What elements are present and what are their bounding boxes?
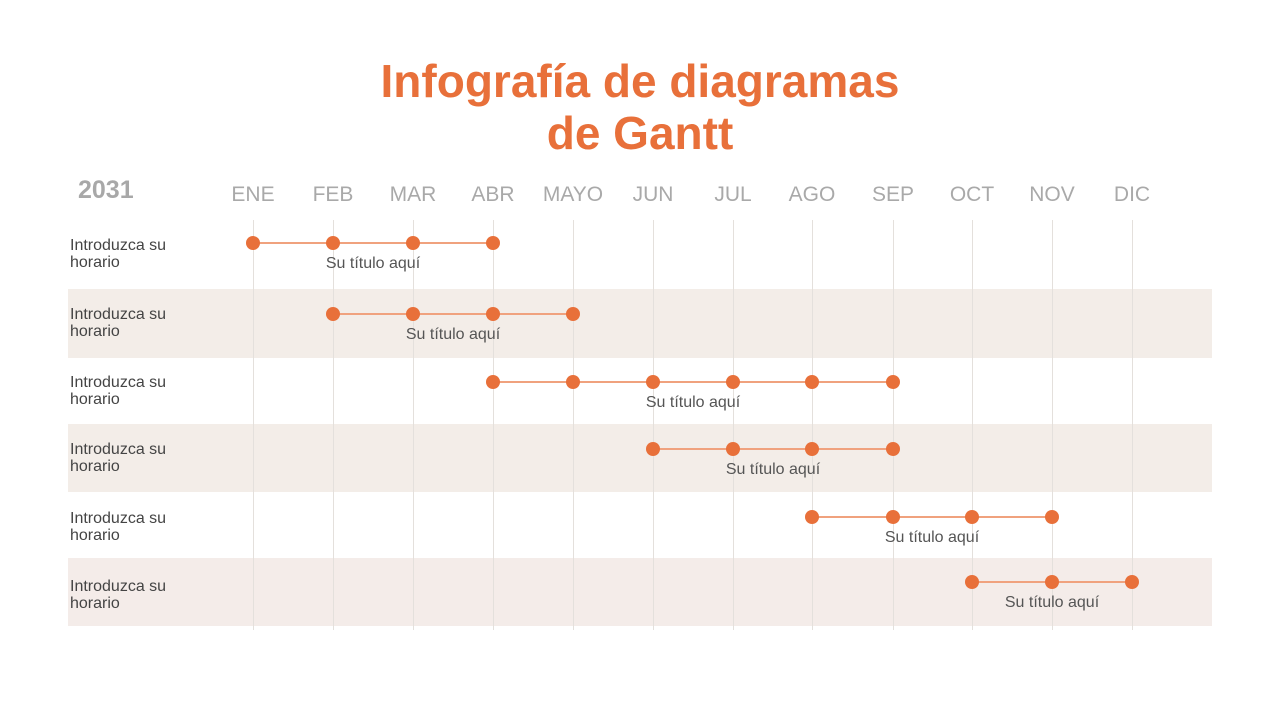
- gridline-mayo: [573, 220, 574, 630]
- month-label-jul: JUL: [714, 183, 752, 206]
- task-title-2: Su título aquí: [405, 326, 501, 343]
- title-line-1: Infografía de diagramas: [380, 55, 900, 107]
- row-band-1: [68, 220, 1212, 289]
- task-title-4: Su título aquí: [725, 461, 821, 478]
- gridline-nov: [1052, 220, 1053, 630]
- row-label-4: Introduzca su horario: [70, 441, 167, 475]
- milestone-dot[interactable]: [965, 510, 979, 524]
- task-bar-4[interactable]: [653, 448, 893, 450]
- milestone-dot[interactable]: [805, 510, 819, 524]
- row-band-5: [68, 492, 1212, 558]
- task-title-5: Su título aquí: [884, 529, 980, 546]
- month-label-ene: ENE: [231, 183, 275, 206]
- task-bar-3[interactable]: [493, 381, 893, 383]
- row-label-6: Introduzca su horario: [70, 578, 167, 612]
- month-label-mar: MAR: [389, 183, 437, 206]
- milestone-dot[interactable]: [1045, 510, 1059, 524]
- month-label-feb: FEB: [312, 183, 354, 206]
- milestone-dot[interactable]: [246, 236, 260, 250]
- gridline-ene: [253, 220, 254, 630]
- title-line-2: de Gantt: [546, 107, 734, 159]
- gridline-dic: [1132, 220, 1133, 630]
- milestone-dot[interactable]: [886, 442, 900, 456]
- task-title-1: Su título aquí: [325, 255, 421, 272]
- gridline-jun: [653, 220, 654, 630]
- milestone-dot[interactable]: [566, 307, 580, 321]
- milestone-dot[interactable]: [886, 375, 900, 389]
- row-band-3: [68, 358, 1212, 424]
- row-band-6: [68, 558, 1212, 626]
- milestone-dot[interactable]: [326, 307, 340, 321]
- row-label-2: Introduzca su horario: [70, 306, 167, 340]
- milestone-dot[interactable]: [1045, 575, 1059, 589]
- milestone-dot[interactable]: [406, 236, 420, 250]
- month-label-nov: NOV: [1029, 183, 1075, 206]
- milestone-dot[interactable]: [886, 510, 900, 524]
- month-label-jun: JUN: [632, 183, 674, 206]
- row-band-4: [68, 424, 1212, 492]
- milestone-dot[interactable]: [805, 375, 819, 389]
- gridline-sep: [893, 220, 894, 630]
- month-label-dic: DIC: [1113, 183, 1151, 206]
- gridline-ago: [812, 220, 813, 630]
- milestone-dot[interactable]: [326, 236, 340, 250]
- month-label-abr: ABR: [471, 183, 515, 206]
- milestone-dot[interactable]: [406, 307, 420, 321]
- milestone-dot[interactable]: [646, 375, 660, 389]
- gridline-oct: [972, 220, 973, 630]
- month-label-ago: AGO: [788, 183, 836, 206]
- milestone-dot[interactable]: [566, 375, 580, 389]
- task-title-3: Su título aquí: [645, 394, 741, 411]
- milestone-dot[interactable]: [726, 442, 740, 456]
- milestone-dot[interactable]: [486, 375, 500, 389]
- milestone-dot[interactable]: [486, 236, 500, 250]
- gridline-mar: [413, 220, 414, 630]
- milestone-dot[interactable]: [805, 442, 819, 456]
- task-bar-1[interactable]: [253, 242, 493, 244]
- task-bar-5[interactable]: [812, 516, 1052, 518]
- month-label-mayo: MAYO: [542, 183, 604, 206]
- row-label-3: Introduzca su horario: [70, 374, 167, 408]
- row-band-2: [68, 289, 1212, 358]
- month-label-sep: SEP: [871, 183, 915, 206]
- milestone-dot[interactable]: [726, 375, 740, 389]
- month-label-oct: OCT: [949, 183, 995, 206]
- task-title-6: Su título aquí: [1004, 594, 1100, 611]
- milestone-dot[interactable]: [646, 442, 660, 456]
- row-label-5: Introduzca su horario: [70, 510, 167, 544]
- page-title: Infografía de diagramas de Gantt: [0, 55, 1280, 159]
- gridline-abr: [493, 220, 494, 630]
- year-label: 2031: [78, 176, 134, 204]
- gridline-jul: [733, 220, 734, 630]
- milestone-dot[interactable]: [1125, 575, 1139, 589]
- task-bar-2[interactable]: [333, 313, 573, 315]
- milestone-dot[interactable]: [965, 575, 979, 589]
- milestone-dot[interactable]: [486, 307, 500, 321]
- gridline-feb: [333, 220, 334, 630]
- row-label-1: Introduzca su horario: [70, 237, 167, 271]
